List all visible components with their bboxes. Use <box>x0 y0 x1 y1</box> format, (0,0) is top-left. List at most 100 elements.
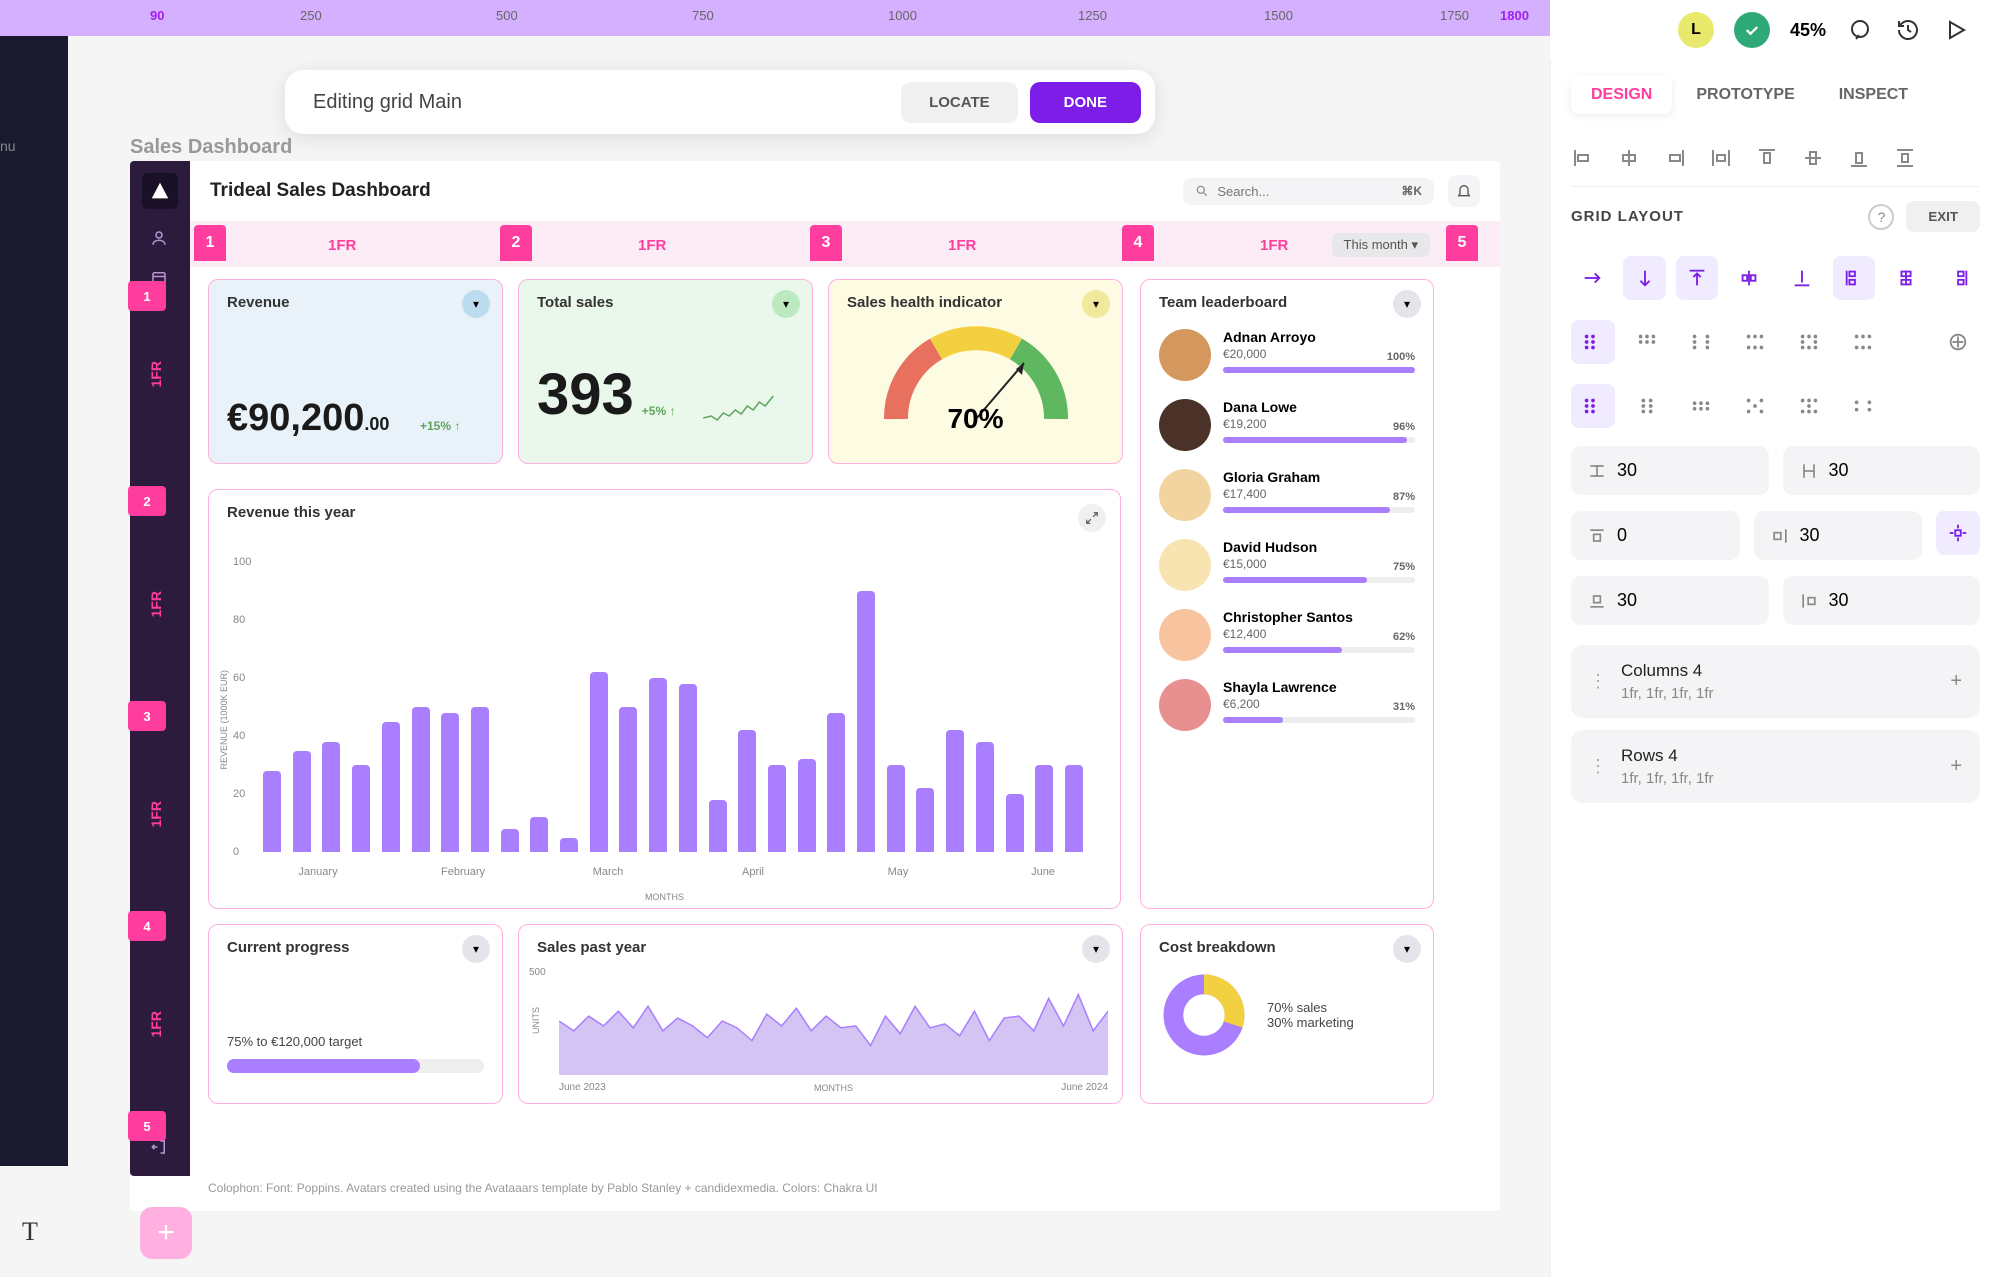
tab-inspect[interactable]: INSPECT <box>1819 76 1928 114</box>
menu-label: nu <box>0 138 16 154</box>
justify-tool-5[interactable] <box>1841 320 1885 364</box>
align-sv-icon[interactable] <box>1893 146 1917 170</box>
logout-nav-icon[interactable] <box>150 1138 170 1158</box>
align-b-icon[interactable] <box>1847 146 1871 170</box>
link-padding-icon[interactable] <box>1936 511 1980 555</box>
chart-bar <box>798 759 816 852</box>
layer-card[interactable]: ⋮ Columns 4 1fr, 1fr, 1fr, 1fr + <box>1571 645 1980 718</box>
leaderboard-row[interactable]: Shayla Lawrence €6,200 31% <box>1159 679 1415 731</box>
health-indicator-card[interactable]: Sales health indicator ▾ 70% <box>828 279 1123 464</box>
column-marker[interactable]: 3 <box>810 225 842 261</box>
chevron-down-icon[interactable]: ▾ <box>462 935 490 963</box>
justify-tool-1[interactable] <box>1625 320 1669 364</box>
history-icon[interactable] <box>1894 16 1922 44</box>
leaderboard-row[interactable]: Christopher Santos €12,400 62% <box>1159 609 1415 661</box>
justify-tool-4[interactable] <box>1787 320 1831 364</box>
expand-icon[interactable] <box>1078 504 1106 532</box>
exit-button[interactable]: EXIT <box>1906 201 1980 232</box>
leaderboard-row[interactable]: Gloria Graham €17,400 87% <box>1159 469 1415 521</box>
notifications-icon[interactable] <box>1448 175 1480 207</box>
search-box[interactable]: ⌘K <box>1183 178 1434 205</box>
pad-right-input[interactable]: 30 <box>1754 511 1923 560</box>
tab-prototype[interactable]: PROTOTYPE <box>1676 76 1814 114</box>
justify-tool-3[interactable] <box>1733 320 1777 364</box>
sales-past-year-card[interactable]: Sales past year ▾ 500 UNITS June 2023 MO… <box>518 924 1123 1104</box>
align-items-tool-1[interactable] <box>1625 384 1669 428</box>
row-gap-input[interactable]: 30 <box>1571 446 1769 495</box>
pad-left-input[interactable]: 30 <box>1783 576 1981 625</box>
progress-card[interactable]: Current progress ▾ 75% to €120,000 targe… <box>208 924 503 1104</box>
row-marker[interactable]: 3 <box>128 701 166 731</box>
flow-tool-3[interactable] <box>1728 256 1770 300</box>
ruler-tick: 1000 <box>888 8 917 23</box>
chevron-down-icon[interactable]: ▾ <box>1082 935 1110 963</box>
align-items-tool-3[interactable] <box>1733 384 1777 428</box>
column-marker[interactable]: 5 <box>1446 225 1478 261</box>
chevron-down-icon[interactable]: ▾ <box>462 290 490 318</box>
align-t-icon[interactable] <box>1755 146 1779 170</box>
month-selector[interactable]: This month ▾ <box>1332 233 1430 257</box>
drag-handle-icon[interactable]: ⋮ <box>1589 671 1607 692</box>
target-icon[interactable] <box>1936 320 1980 364</box>
user-avatar[interactable]: L <box>1678 12 1714 48</box>
pad-top-input[interactable]: 0 <box>1571 511 1740 560</box>
justify-tool-0[interactable] <box>1571 320 1615 364</box>
flow-tool-7[interactable] <box>1938 256 1980 300</box>
align-cv-icon[interactable] <box>1801 146 1825 170</box>
leaderboard-row[interactable]: Adnan Arroyo €20,000 100% <box>1159 329 1415 381</box>
sync-status-icon[interactable] <box>1734 12 1770 48</box>
chevron-down-icon[interactable]: ▾ <box>1082 290 1110 318</box>
flow-tool-0[interactable] <box>1571 256 1613 300</box>
search-input[interactable] <box>1217 184 1393 199</box>
chevron-down-icon[interactable]: ▾ <box>1393 290 1421 318</box>
drag-handle-icon[interactable]: ⋮ <box>1589 756 1607 777</box>
align-items-tool-2[interactable] <box>1679 384 1723 428</box>
canvas[interactable]: Sales Dashboard 123451FR1FR1FR1FR Tridea… <box>70 36 1550 1277</box>
column-marker[interactable]: 4 <box>1122 225 1154 261</box>
leaderboard-card[interactable]: Team leaderboard ▾ Adnan Arroyo €20,000 … <box>1140 279 1434 909</box>
flow-tool-2[interactable] <box>1676 256 1718 300</box>
add-element-button[interactable]: + <box>140 1207 192 1259</box>
row-marker[interactable]: 4 <box>128 911 166 941</box>
row-fr-label: 1FR <box>148 1011 164 1037</box>
avatar <box>1159 329 1211 381</box>
row-marker[interactable]: 1 <box>128 281 166 311</box>
chevron-down-icon[interactable]: ▾ <box>772 290 800 318</box>
tab-design[interactable]: DESIGN <box>1571 76 1672 114</box>
user-nav-icon[interactable] <box>150 229 170 249</box>
justify-tool-2[interactable] <box>1679 320 1723 364</box>
align-r-icon[interactable] <box>1663 146 1687 170</box>
leaderboard-row[interactable]: Dana Lowe €19,200 96% <box>1159 399 1415 451</box>
align-items-tool-4[interactable] <box>1787 384 1831 428</box>
flow-tool-4[interactable] <box>1781 256 1823 300</box>
row-marker[interactable]: 5 <box>128 1111 166 1141</box>
column-marker[interactable]: 1 <box>194 225 226 261</box>
pad-bottom-input[interactable]: 30 <box>1571 576 1769 625</box>
help-icon[interactable]: ? <box>1868 204 1894 230</box>
align-sh-icon[interactable] <box>1709 146 1733 170</box>
text-tool-icon[interactable]: T <box>22 1217 38 1247</box>
chevron-down-icon[interactable]: ▾ <box>1393 935 1421 963</box>
row-marker[interactable]: 2 <box>128 486 166 516</box>
align-items-tool-5[interactable] <box>1841 384 1885 428</box>
leaderboard-row[interactable]: David Hudson €15,000 75% <box>1159 539 1415 591</box>
zoom-level[interactable]: 45% <box>1790 20 1826 41</box>
add-track-icon[interactable]: + <box>1950 670 1962 693</box>
revenue-card[interactable]: Revenue ▾ €90,200.00 +15% ↑ <box>208 279 503 464</box>
flow-tool-1[interactable] <box>1623 256 1665 300</box>
align-items-tool-0[interactable] <box>1571 384 1615 428</box>
flow-tool-6[interactable] <box>1885 256 1927 300</box>
cost-breakdown-card[interactable]: Cost breakdown ▾ 70% sales 30% marketing <box>1140 924 1434 1104</box>
comment-icon[interactable] <box>1846 16 1874 44</box>
total-sales-card[interactable]: Total sales ▾ 393 +5% ↑ <box>518 279 813 464</box>
column-marker[interactable]: 2 <box>500 225 532 261</box>
flow-tool-5[interactable] <box>1833 256 1875 300</box>
add-track-icon[interactable]: + <box>1950 755 1962 778</box>
dashboard-frame[interactable]: 123451FR1FR1FR1FR Trideal Sales Dashboar… <box>130 161 1500 1211</box>
revenue-year-card[interactable]: Revenue this year REVENUE (1000K EUR) MO… <box>208 489 1121 909</box>
play-icon[interactable] <box>1942 16 1970 44</box>
col-gap-input[interactable]: 30 <box>1783 446 1981 495</box>
layer-card[interactable]: ⋮ Rows 4 1fr, 1fr, 1fr, 1fr + <box>1571 730 1980 803</box>
align-l-icon[interactable] <box>1571 146 1595 170</box>
align-ch-icon[interactable] <box>1617 146 1641 170</box>
